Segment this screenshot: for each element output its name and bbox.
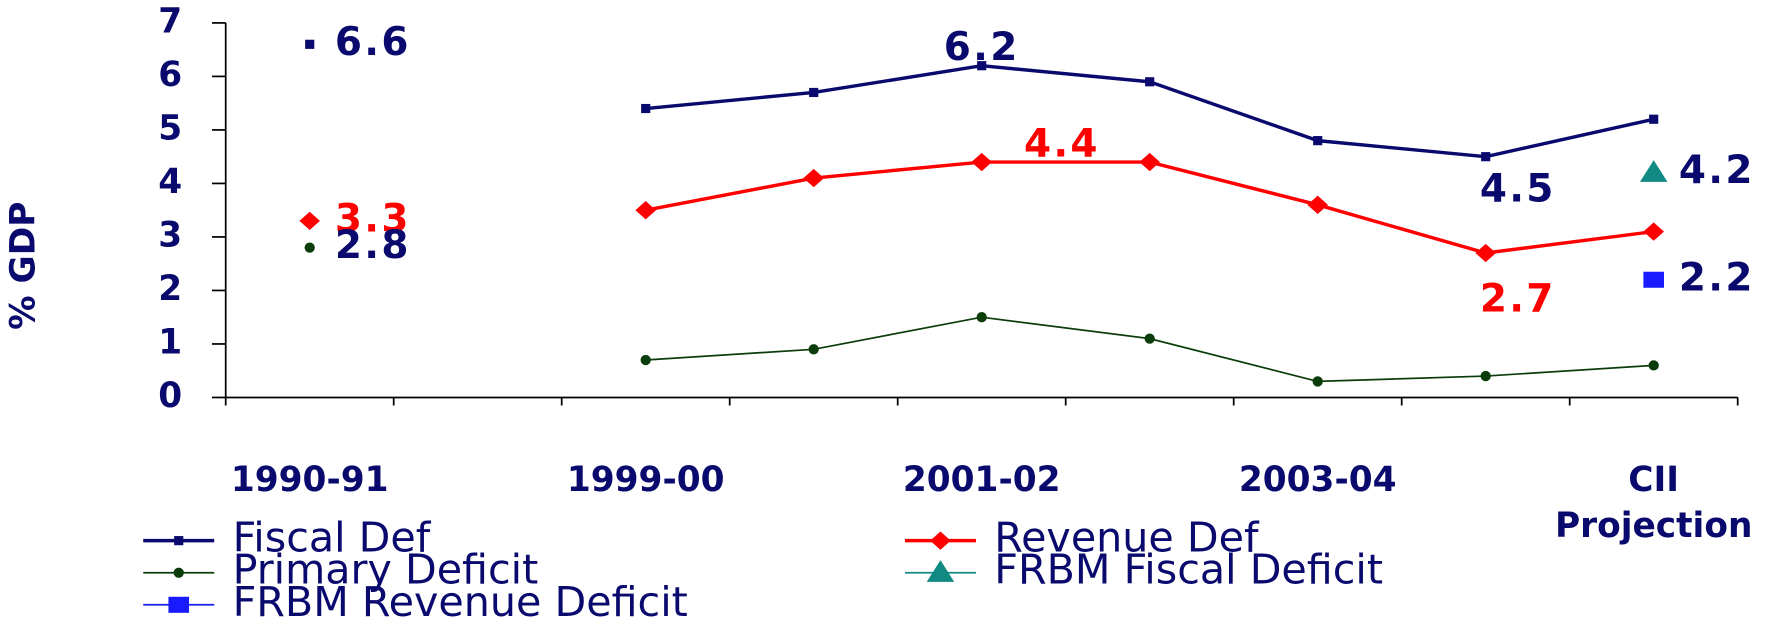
marker (305, 39, 315, 49)
marker (1144, 333, 1155, 344)
marker (640, 354, 651, 366)
legend-label: FRBM Fiscal Deficit (994, 546, 1383, 594)
marker (1648, 360, 1659, 371)
marker (1139, 152, 1161, 172)
marker (174, 536, 184, 546)
y-tick-label: 4 (158, 162, 182, 202)
marker (1313, 136, 1323, 146)
marker (304, 242, 315, 253)
marker (1312, 376, 1323, 387)
marker (168, 596, 190, 613)
data-label: 3.3 (335, 196, 411, 241)
marker (1480, 370, 1491, 382)
marker (803, 168, 825, 188)
marker (808, 344, 819, 355)
marker (173, 567, 184, 578)
marker (1639, 160, 1668, 182)
x-tick-label: 1999-00 (567, 460, 725, 500)
data-label: 6.2 (944, 25, 1020, 70)
marker (299, 211, 321, 231)
marker (930, 531, 951, 550)
legend-label: Fiscal Def (233, 514, 432, 562)
x-tick-label: 1990-91 (231, 460, 389, 500)
y-tick-label: 7 (158, 1, 182, 41)
marker (1145, 77, 1155, 87)
x-tick-label: CII Projection (1555, 460, 1752, 546)
data-label: 4.5 (1480, 167, 1556, 212)
marker (1481, 152, 1491, 162)
data-label: 2.7 (1480, 277, 1556, 322)
x-tick-label: 2003-04 (1239, 460, 1397, 500)
marker (977, 61, 987, 71)
x-tick-label: 2001-02 (903, 460, 1061, 500)
data-label: 4.4 (1024, 121, 1100, 166)
y-tick-label: 1 (158, 322, 182, 362)
marker (1649, 114, 1659, 124)
data-label: 2.2 (1679, 255, 1755, 300)
y-tick-label: 5 (158, 108, 182, 148)
series-line (645, 316, 1654, 383)
y-tick-label: 2 (158, 269, 182, 309)
marker (1643, 271, 1665, 288)
legend-label: Revenue Def (994, 514, 1260, 562)
marker (635, 201, 657, 220)
data-label: 6.6 (335, 20, 411, 65)
marker (971, 152, 993, 172)
legend-label: FRBM Revenue Deficit (233, 578, 688, 619)
marker (641, 103, 651, 114)
y-tick-label: 6 (158, 55, 182, 95)
y-axis-title: % GDP (4, 202, 44, 330)
y-tick-label: 0 (158, 376, 182, 416)
y-tick-label: 3 (158, 215, 182, 255)
marker (926, 560, 955, 582)
marker (1643, 222, 1665, 241)
data-label: 2.8 (335, 223, 411, 268)
data-label: 4.2 (1679, 148, 1755, 193)
marker (809, 87, 819, 98)
marker (1307, 195, 1329, 215)
marker (1475, 243, 1497, 263)
legend-label: Primary Deficit (233, 546, 539, 594)
marker (976, 312, 987, 323)
